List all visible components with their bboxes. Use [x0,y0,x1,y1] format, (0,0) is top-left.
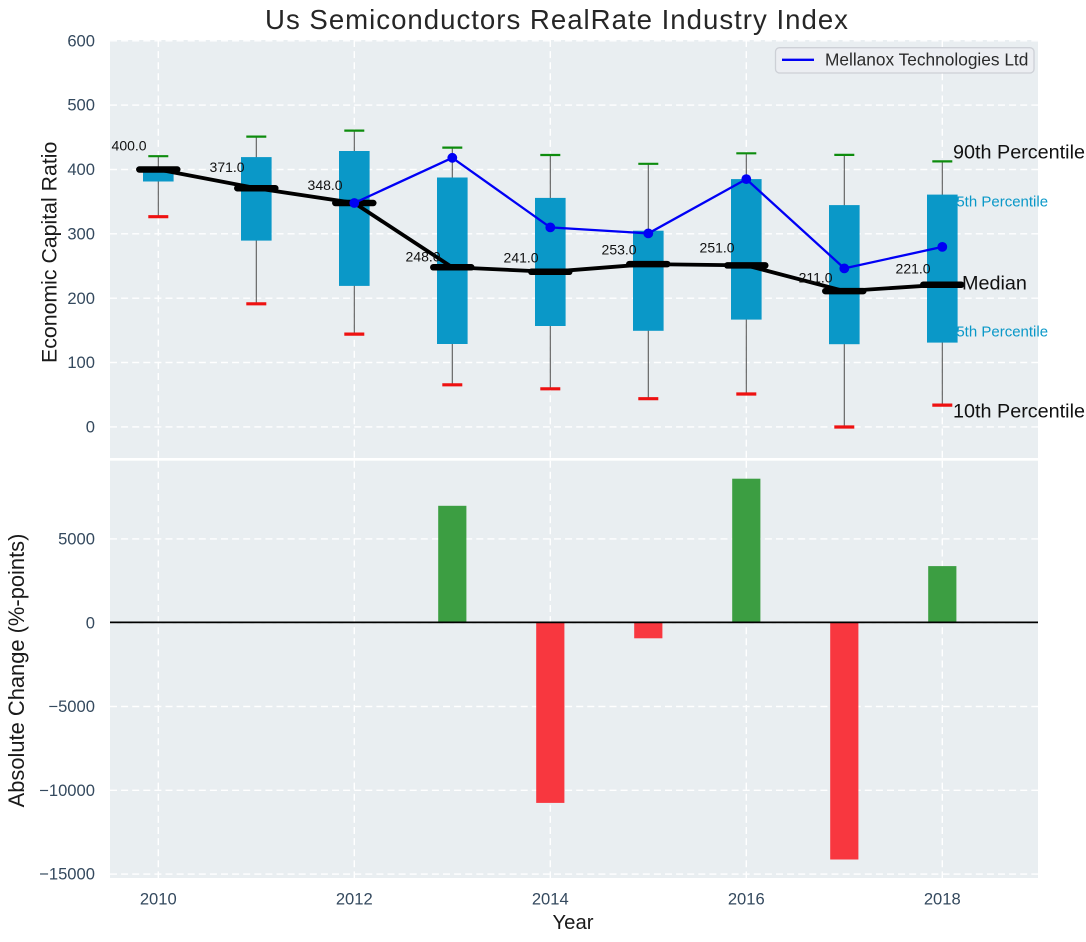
svg-text:253.0: 253.0 [602,242,637,258]
svg-text:2016: 2016 [728,890,765,909]
svg-text:Mellanox Technologies Ltd: Mellanox Technologies Ltd [825,50,1028,70]
svg-text:10th Percentile: 10th Percentile [953,401,1085,423]
svg-text:Year: Year [553,912,594,934]
svg-text:5000: 5000 [58,530,95,549]
svg-text:400.0: 400.0 [112,138,147,154]
svg-text:241.0: 241.0 [504,249,539,265]
svg-text:90th Percentile: 90th Percentile [953,142,1085,164]
svg-text:348.0: 348.0 [308,177,343,193]
svg-text:600: 600 [67,31,95,50]
svg-text:221.0: 221.0 [896,260,931,276]
svg-text:100: 100 [67,353,95,372]
svg-text:2014: 2014 [532,890,569,909]
svg-text:75th Percentile: 75th Percentile [948,194,1048,211]
svg-text:2010: 2010 [140,890,177,909]
svg-text:500: 500 [67,96,95,115]
svg-text:371.0: 371.0 [210,159,245,175]
svg-text:211.0: 211.0 [799,269,833,285]
svg-text:Absolute Change (%-points): Absolute Change (%-points) [4,534,29,808]
svg-text:−15000: −15000 [39,865,95,884]
svg-text:248.0: 248.0 [406,248,441,264]
svg-text:400: 400 [67,160,95,179]
svg-text:25th Percentile: 25th Percentile [948,324,1048,341]
svg-text:200: 200 [67,289,95,308]
svg-text:251.0: 251.0 [700,240,735,256]
svg-text:Economic Capital Ratio: Economic Capital Ratio [38,142,62,363]
svg-text:−5000: −5000 [48,697,95,716]
svg-text:300: 300 [67,224,95,243]
svg-text:Us Semiconductors RealRate Ind: Us Semiconductors RealRate Industry Inde… [265,4,849,35]
svg-text:2018: 2018 [924,890,961,909]
svg-text:2012: 2012 [336,890,373,909]
svg-text:Median: Median [962,273,1027,295]
svg-text:0: 0 [86,418,95,437]
svg-text:0: 0 [86,613,95,632]
svg-text:−10000: −10000 [39,781,95,800]
